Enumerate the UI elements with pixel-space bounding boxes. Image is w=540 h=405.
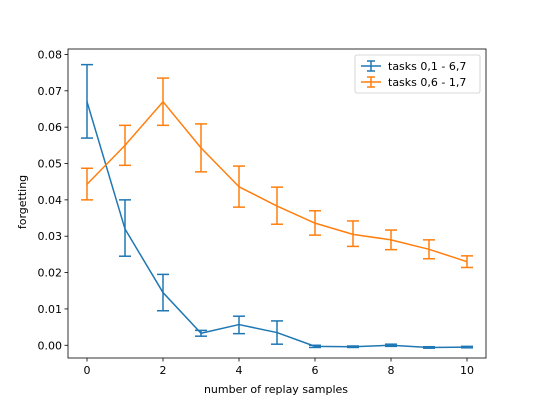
y-axis-label: forgetting: [16, 175, 29, 229]
x-tick-label: 10: [460, 364, 474, 377]
series-line: [86, 100, 468, 263]
y-tick-label: 0.04: [38, 194, 63, 207]
y-tick-label: 0.08: [38, 48, 63, 61]
series-2: [81, 77, 473, 269]
legend-label: tasks 0,6 - 1,7: [388, 76, 466, 89]
legend-label: tasks 0,1 - 6,7: [388, 60, 466, 73]
x-tick-label: 2: [160, 364, 167, 377]
axes-frame: [67, 48, 487, 359]
y-tick-label: 0.05: [38, 158, 63, 171]
series-line: [86, 101, 468, 349]
y-tick-label: 0.01: [38, 303, 63, 316]
x-tick-label: 0: [84, 364, 91, 377]
y-tick-label: 0.02: [38, 267, 63, 280]
x-tick-label: 4: [236, 364, 243, 377]
y-tick-label: 0.00: [38, 339, 63, 352]
y-tick-label: 0.06: [38, 121, 63, 134]
legend-box: [354, 54, 481, 94]
x-tick-label: 6: [312, 364, 319, 377]
y-tick-label: 0.03: [38, 230, 63, 243]
plot-area: [81, 63, 473, 349]
legend-entry-1: tasks 0,1 - 6,7: [361, 60, 466, 73]
legend-entry-2: tasks 0,6 - 1,7: [361, 76, 466, 89]
y-tick-label: 0.07: [38, 85, 63, 98]
legend: tasks 0,1 - 6,7 tasks 0,6 - 1,7: [354, 54, 481, 94]
axes: 0 2 4 6 8 10 0.00 0.01 0.02 0.03 0.04 0.05 0.06 0.07 0…: [38, 48, 487, 377]
x-axis-label: number of replay samples: [204, 383, 348, 396]
x-tick-label: 8: [388, 364, 395, 377]
series-1: [81, 63, 473, 349]
